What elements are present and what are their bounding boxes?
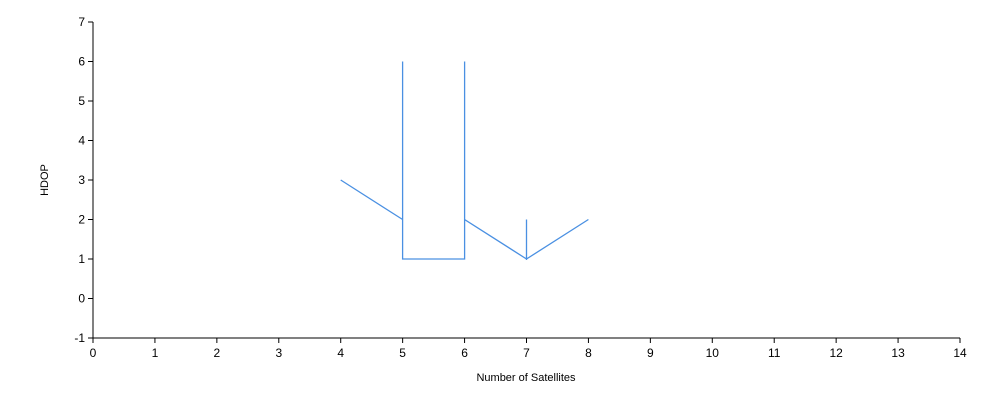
x-tick-label: 4 bbox=[337, 346, 344, 360]
x-tick-label: 5 bbox=[399, 346, 406, 360]
y-tick-label: 6 bbox=[78, 55, 85, 69]
y-tick-label: 1 bbox=[78, 252, 85, 266]
x-tick-label: 12 bbox=[829, 346, 843, 360]
axes bbox=[92, 22, 960, 339]
x-tick-label: 6 bbox=[461, 346, 468, 360]
x-tick-label: 2 bbox=[214, 346, 221, 360]
x-axis-label: Number of Satellites bbox=[476, 372, 576, 384]
x-tick-label: 9 bbox=[647, 346, 654, 360]
x-tick-label: 7 bbox=[523, 346, 530, 360]
y-tick-label: 3 bbox=[78, 173, 85, 187]
y-tick-label: 7 bbox=[78, 15, 85, 29]
y-tick-label: 0 bbox=[78, 292, 85, 306]
y-tick-label: 4 bbox=[78, 134, 85, 148]
x-tick-label: 11 bbox=[768, 346, 781, 360]
series-layer bbox=[340, 61, 589, 261]
y-tick-label: 5 bbox=[78, 94, 85, 108]
y-ticks: -1 0 1 2 3 4 5 6 7 bbox=[74, 15, 93, 345]
x-tick-label: 10 bbox=[706, 346, 720, 360]
x-ticks: 0 1 2 3 4 5 6 7 8 9 10 11 12 13 14 bbox=[90, 338, 967, 360]
x-tick-label: 0 bbox=[90, 346, 97, 360]
x-tick-label: 13 bbox=[891, 346, 905, 360]
x-tick-label: 3 bbox=[275, 346, 282, 360]
y-axis-label: HDOP bbox=[39, 164, 51, 196]
x-tick-label: 14 bbox=[953, 346, 967, 360]
y-tick-label: -1 bbox=[74, 331, 85, 345]
series-line-0 bbox=[340, 61, 589, 261]
x-tick-label: 8 bbox=[585, 346, 592, 360]
x-tick-label: 1 bbox=[152, 346, 159, 360]
y-tick-label: 2 bbox=[78, 213, 85, 227]
